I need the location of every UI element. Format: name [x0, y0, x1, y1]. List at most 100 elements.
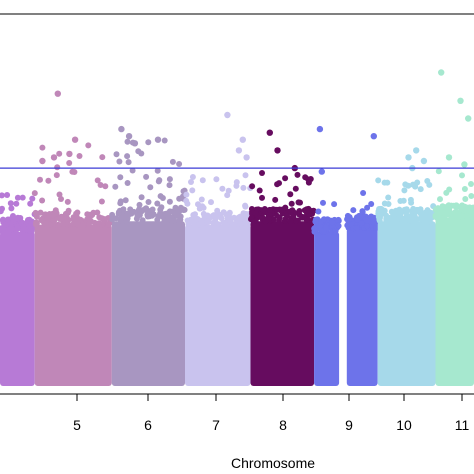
chromosome-10-point: [424, 207, 431, 214]
chromosome-10-point: [396, 209, 403, 216]
chromosome-5-peak-point: [54, 90, 61, 97]
chromosome-5-point: [85, 142, 92, 149]
chromosome-6-point: [120, 206, 127, 213]
chromosome-7-point: [204, 218, 211, 225]
chromosome-7-point: [183, 191, 190, 198]
chromosome-11-point: [463, 213, 470, 219]
chromosome-9a-peak-point: [318, 168, 325, 175]
chromosome-5-point: [33, 221, 40, 228]
chromosome-6-point: [146, 213, 152, 219]
chromosome-6-point: [169, 158, 176, 165]
chromosome-9a-points: [314, 231, 340, 386]
chromosome-6-point: [175, 218, 182, 225]
chromosome-8-point: [266, 206, 273, 213]
chromosome-11-point: [461, 186, 468, 192]
chromosome-7-point: [191, 212, 198, 219]
chromosome-5-point: [94, 209, 101, 216]
x-axis-ticks: 5 6 7 8 9 10 11: [73, 394, 469, 433]
chromosome-8-point: [270, 216, 277, 223]
chromosome-6-peak-point: [154, 136, 162, 143]
chromosome-10-point: [402, 181, 409, 188]
chromosome-7-point: [237, 220, 244, 227]
chromosome-5-point: [98, 198, 105, 205]
chromosome-5-point: [53, 172, 60, 179]
chromosome-10-point: [424, 178, 431, 184]
chromosome-11-point: [470, 214, 474, 221]
chromosome-8-point: [248, 206, 255, 212]
chromosome-6-peak-point: [118, 125, 125, 133]
chromosome-4-point: [0, 192, 5, 199]
chromosome-8-point: [256, 187, 263, 194]
chromosome-7-point: [185, 220, 192, 227]
chromosome-6-point: [166, 198, 173, 205]
chromosome-7-peak-point: [224, 111, 231, 119]
chromosome-5-point: [76, 153, 83, 159]
chromosome-5-peak-point: [66, 150, 73, 158]
chromosome-7-point: [191, 221, 198, 228]
chromosome-9a-peak-point: [316, 125, 324, 133]
chromosome-8-point: [305, 179, 312, 186]
chromosome-8-point: [250, 218, 257, 225]
chromosome-8-point: [272, 196, 279, 203]
chromosome-8-point: [279, 206, 286, 213]
chromosome-4-point: [9, 214, 16, 221]
chromosome-9a-point: [311, 228, 318, 235]
chromosome-6-point: [138, 194, 145, 201]
chromosome-4-point: [0, 205, 5, 212]
chromosome-10-point: [393, 218, 400, 224]
x-tick-label: 11: [455, 417, 470, 433]
chromosome-7-peak-point: [239, 136, 246, 143]
chromosome-8-point: [282, 216, 289, 222]
chromosome-8-point: [294, 171, 301, 178]
chromosome-5-peak-point: [50, 154, 58, 161]
chromosome-7-point: [200, 204, 207, 211]
chromosome-6-point: [136, 206, 143, 213]
chromosome-6-point: [117, 174, 124, 181]
chromosome-4-point: [14, 225, 21, 232]
chromosome-10-point: [375, 208, 382, 215]
chromosome-6-point: [115, 210, 122, 217]
chromosome-10-point: [376, 217, 383, 224]
chromosome-6-point: [159, 195, 166, 201]
chromosome-9b-point: [345, 216, 351, 222]
chromosome-7-point: [213, 176, 220, 183]
chromosome-5-point: [43, 220, 50, 227]
chromosome-5-point: [65, 207, 72, 214]
chromosome-5-point: [52, 207, 59, 214]
chromosome-9b-point: [353, 225, 360, 232]
chromosome-4-point: [7, 200, 14, 207]
chromosome-6-point: [122, 197, 129, 204]
chromosome-5-point: [56, 150, 63, 157]
chromosome-9b-point: [350, 207, 357, 214]
chromosome-6-point: [161, 137, 168, 144]
chromosome-5-point: [64, 198, 71, 205]
chromosome-7-peak-point: [235, 147, 243, 154]
chromosome-7-point: [225, 187, 232, 194]
chromosome-4-point: [14, 194, 21, 201]
chromosome-8-point: [292, 185, 299, 192]
chromosome-6-point: [166, 208, 173, 215]
chromosome-7-point: [208, 199, 214, 206]
chromosome-6-point: [154, 167, 161, 174]
chromosome-5-point: [73, 218, 80, 224]
chromosome-4-point: [29, 195, 36, 202]
chromosome-9a-point: [331, 201, 338, 208]
chromosome-11-point: [439, 209, 446, 216]
chromosome-6-point: [138, 150, 145, 157]
chromosome-6-point: [116, 158, 123, 165]
chromosome-5-point: [58, 196, 64, 202]
chromosome-5-point: [71, 169, 78, 175]
chromosome-6-point: [176, 161, 183, 167]
chromosome-8-point: [266, 211, 273, 218]
chromosome-6-point: [158, 204, 165, 211]
chromosome-7-point: [204, 212, 211, 219]
chromosome-7-point: [219, 185, 226, 192]
chromosome-10-point: [408, 199, 415, 206]
chromosome-9a-point: [335, 222, 342, 229]
chromosome-5-point: [84, 211, 91, 218]
chromosome-6-point: [109, 211, 116, 218]
chromosome-8-peak-point: [274, 147, 281, 154]
x-tick-label: 6: [144, 417, 152, 433]
chromosome-10-point: [385, 201, 392, 207]
chromosome-11-point: [468, 181, 474, 187]
